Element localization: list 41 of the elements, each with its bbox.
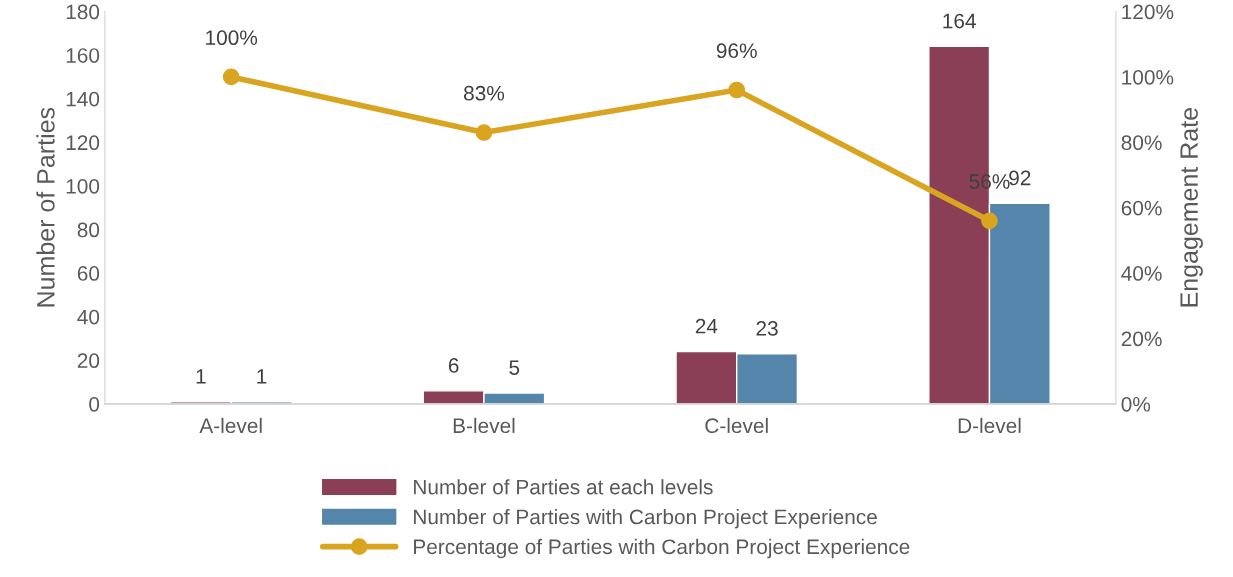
y-tick-label: 140 — [66, 91, 100, 107]
y2-tick-label: 20% — [1121, 331, 1162, 347]
data-label: 1 — [196, 369, 206, 384]
data-label: 92 — [1009, 170, 1031, 186]
data-label: 1 — [257, 369, 267, 384]
y-tick-label: 100 — [66, 178, 100, 194]
y-tick-label: 160 — [66, 48, 100, 63]
y-tick-label: 20 — [77, 353, 100, 369]
data-label: 23 — [756, 321, 778, 336]
y-tick-label: 180 — [66, 4, 100, 20]
data-label: 24 — [695, 318, 718, 334]
legend-label: Number of Parties with Carbon Project Experience — [414, 508, 877, 529]
y-tick-label: 40 — [77, 309, 100, 325]
x-tick-label: D-level — [958, 417, 1021, 434]
x-tick-label: B-level — [453, 417, 515, 434]
point — [728, 81, 746, 99]
y2-tick-label: 0% — [1121, 396, 1151, 412]
data-label: 96% — [716, 43, 757, 59]
point — [222, 68, 240, 86]
data-label: 5 — [509, 360, 520, 375]
y-tick-label: 120 — [66, 135, 100, 151]
y-tick-label: 80 — [77, 222, 100, 238]
data-label: 100% — [206, 30, 258, 46]
y-axis-title: Number of Parties — [36, 107, 55, 307]
y2-tick-label: 120% — [1122, 4, 1174, 20]
y2-tick-label: 80% — [1121, 135, 1162, 151]
x-tick-label: C-level — [705, 417, 768, 434]
data-label: 83% — [464, 85, 505, 101]
data-label: 6 — [448, 358, 459, 373]
y-tick-label: 0 — [89, 396, 100, 412]
legend-label: Percentage of Parties with Carbon Project Experience — [414, 538, 910, 559]
y2-axis-title: Engagement Rate — [1180, 108, 1203, 307]
point — [475, 124, 493, 141]
x-tick-label: A-level — [199, 417, 262, 434]
data-label: 164 — [943, 13, 976, 29]
legend-label: Number of Parties at each levels — [414, 479, 713, 495]
y2-tick-label: 60% — [1121, 200, 1162, 216]
y-tick-label: 60 — [77, 266, 100, 281]
point — [981, 212, 998, 230]
y2-tick-label: 40% — [1121, 266, 1162, 281]
y2-tick-label: 100% — [1122, 69, 1174, 85]
